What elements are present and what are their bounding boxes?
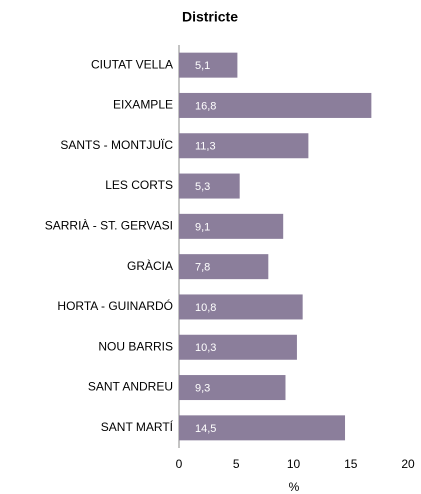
x-tick-label: 0 (176, 457, 183, 471)
y-tick-label: SANTS - MONTJUÏC (60, 138, 173, 152)
y-tick-label: NOU BARRIS (98, 339, 173, 353)
bar (179, 133, 309, 159)
chart-title: Districte (182, 9, 238, 25)
value-label: 11,3 (195, 141, 216, 153)
value-label: 5,1 (195, 60, 210, 72)
value-label: 5,3 (195, 181, 210, 193)
x-tick-label: 5 (233, 457, 240, 471)
x-tick-label: 10 (287, 457, 301, 471)
x-tick-label: 15 (344, 457, 358, 471)
y-tick-label: GRÀCIA (127, 258, 173, 273)
y-tick-label: SANT MARTÍ (101, 419, 174, 434)
bar (179, 334, 297, 360)
bar (179, 213, 284, 239)
y-tick-label: HORTA - GUINARDÓ (57, 298, 173, 313)
bar (179, 52, 238, 78)
y-tick-label: SARRIÀ - ST. GERVASI (45, 218, 173, 233)
y-tick-label: SANT ANDREU (88, 380, 173, 394)
y-tick-label: CIUTAT VELLA (91, 57, 173, 71)
bar (179, 415, 346, 441)
value-label: 16,8 (195, 100, 216, 112)
bar (179, 375, 286, 401)
value-label: 9,1 (195, 221, 210, 233)
y-tick-label: LES CORTS (105, 178, 173, 192)
value-label: 10,3 (195, 342, 216, 354)
value-label: 14,5 (195, 423, 216, 435)
value-label: 9,3 (195, 382, 210, 394)
value-label: 7,8 (195, 262, 210, 274)
bar (179, 173, 240, 199)
bar (179, 92, 372, 118)
bar (179, 294, 303, 320)
x-axis-label: % (289, 480, 300, 494)
x-tick-label: 20 (401, 457, 415, 471)
y-tick-label: EIXAMPLE (113, 98, 173, 112)
value-label: 10,8 (195, 302, 216, 314)
bar (179, 254, 269, 280)
